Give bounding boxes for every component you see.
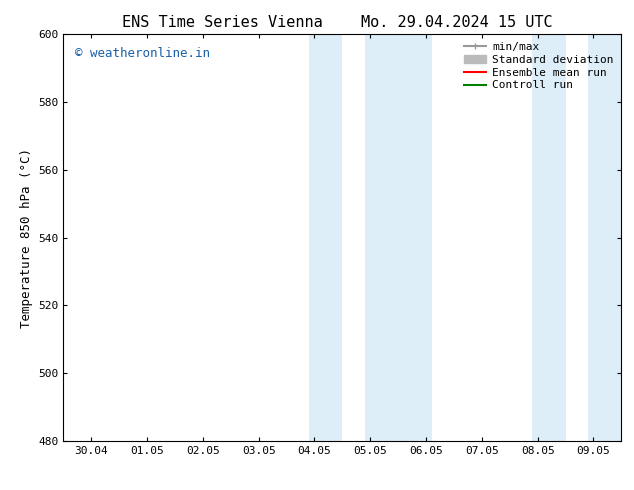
Bar — [365, 34, 432, 441]
Bar — [588, 34, 621, 441]
Y-axis label: Temperature 850 hPa (°C): Temperature 850 hPa (°C) — [20, 147, 33, 328]
Text: ENS Time Series Vienna: ENS Time Series Vienna — [122, 15, 322, 30]
Legend: min/max, Standard deviation, Ensemble mean run, Controll run: min/max, Standard deviation, Ensemble me… — [462, 40, 616, 93]
Bar — [309, 34, 342, 441]
Bar — [532, 34, 566, 441]
Text: Mo. 29.04.2024 15 UTC: Mo. 29.04.2024 15 UTC — [361, 15, 552, 30]
Text: © weatheronline.in: © weatheronline.in — [75, 47, 210, 59]
